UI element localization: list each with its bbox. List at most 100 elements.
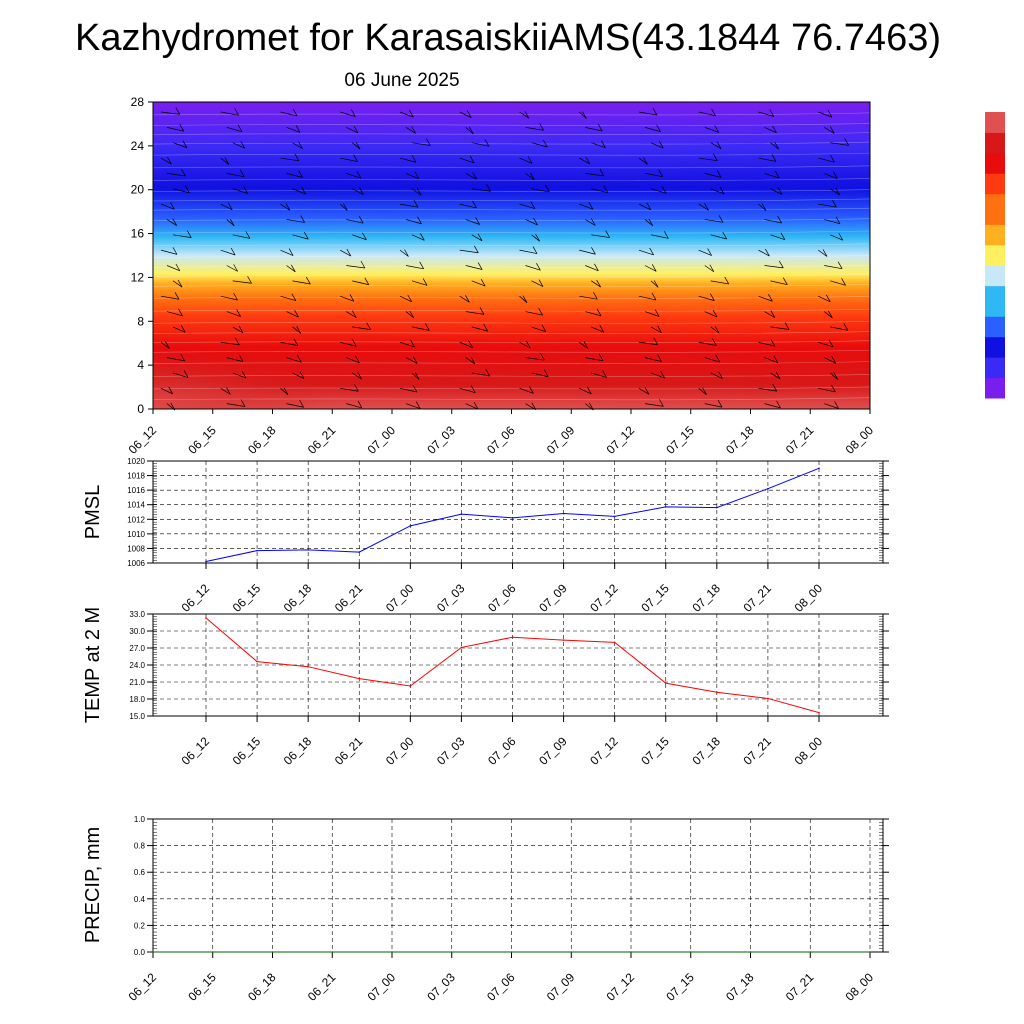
wind-barb-flag xyxy=(596,308,602,317)
wind-barb xyxy=(638,111,658,116)
colorbar-segment xyxy=(985,193,1005,205)
wind-barb xyxy=(824,357,836,364)
wind-barb xyxy=(405,219,422,225)
contour-line xyxy=(152,284,871,287)
wind-barb-flag xyxy=(181,325,186,333)
wind-barb-flag xyxy=(472,200,477,209)
y-tick-label: 1.0 xyxy=(134,815,146,824)
wind-barb-flag xyxy=(473,401,479,410)
wind-barb xyxy=(399,295,412,303)
wind-barb-flag xyxy=(224,157,230,165)
x-tick-label: 06_12 xyxy=(179,734,213,768)
wind-barb xyxy=(471,280,486,287)
colorbar-segment xyxy=(985,265,1005,276)
y-tick-label: 1008 xyxy=(127,544,145,553)
wind-barb xyxy=(220,249,236,256)
wind-barb-flag xyxy=(410,339,415,348)
wind-barb xyxy=(346,265,365,269)
y-tick-label: 0.0 xyxy=(134,948,146,957)
wind-barb-flag xyxy=(770,339,776,347)
wind-barb-flag xyxy=(175,107,181,115)
wind-barb-flag xyxy=(659,399,664,407)
wind-barb xyxy=(519,341,531,349)
y-tick-label: 1016 xyxy=(127,486,145,495)
wind-barb xyxy=(280,341,299,346)
y-tick-label: 21.0 xyxy=(129,678,145,687)
wind-barb xyxy=(818,111,833,118)
wind-barb xyxy=(525,219,538,226)
wind-barb xyxy=(698,341,717,346)
wind-barb xyxy=(644,127,661,133)
temp-data-point xyxy=(664,682,667,684)
wind-barb-flag xyxy=(833,372,839,380)
wind-barb xyxy=(226,127,243,133)
wind-barb xyxy=(704,265,715,273)
wind-barb xyxy=(346,173,361,179)
x-tick-label: 07_06 xyxy=(484,970,518,1004)
wind-barb xyxy=(459,157,475,164)
wind-barb-flag xyxy=(825,294,831,302)
wind-barb-flag xyxy=(778,260,784,269)
wind-barb xyxy=(352,280,369,286)
y-tick-label: 24.0 xyxy=(129,661,145,670)
colorbar-segment xyxy=(985,214,1005,225)
wind-barb-flag xyxy=(542,139,548,148)
wind-barb-flag xyxy=(717,399,723,408)
wind-barb xyxy=(405,265,424,270)
wind-barb-flag xyxy=(761,203,767,211)
wind-barb xyxy=(226,219,235,227)
contour-line xyxy=(152,340,871,344)
wind-barb xyxy=(411,188,422,196)
wind-barb-flag xyxy=(643,157,648,165)
wind-barb xyxy=(638,203,651,211)
wind-barb xyxy=(531,326,546,333)
contour-line xyxy=(152,274,871,277)
wind-barb-flag xyxy=(828,310,833,319)
wind-barb xyxy=(591,234,610,238)
wind-barb xyxy=(232,372,247,379)
wind-barb-flag xyxy=(539,352,545,361)
heatmap-y-tick-label: 8 xyxy=(137,314,144,328)
wind-barb xyxy=(160,341,170,349)
wind-barb-flag xyxy=(486,183,491,192)
wind-barb xyxy=(220,295,238,301)
colorbar-segment xyxy=(985,163,1005,174)
heatmap-y-tick-label: 4 xyxy=(137,358,144,372)
wind-barb xyxy=(286,357,302,363)
heatmap-x-tick-label: 07_21 xyxy=(783,423,817,457)
wind-barb xyxy=(579,111,587,119)
wind-barb-flag xyxy=(411,126,417,134)
wind-barb-flag xyxy=(594,263,599,271)
wind-barb xyxy=(830,372,838,380)
wind-barb xyxy=(704,403,723,408)
wind-barb-flag xyxy=(775,371,781,380)
temp-panel: 15.0 18.0 21.0 24.0 27.0 30.0 33.0 06_12 06_15 06… xyxy=(82,607,889,768)
wind-barb xyxy=(698,111,716,117)
wind-barb-flag xyxy=(841,278,846,286)
heatmap-y-tick-label: 24 xyxy=(131,139,145,153)
wind-barb-flag xyxy=(590,218,596,226)
wind-barb xyxy=(525,311,543,316)
wind-barb xyxy=(519,203,535,209)
wind-barb-flag xyxy=(468,340,473,348)
wind-barb xyxy=(764,127,777,134)
wind-barb xyxy=(471,326,488,332)
wind-barb xyxy=(352,372,362,380)
wind-barb-flag xyxy=(838,233,844,241)
wind-barb xyxy=(471,188,491,192)
wind-barb xyxy=(220,341,240,346)
wind-barb-flag xyxy=(829,126,835,134)
wind-barb xyxy=(280,111,298,117)
x-tick-label: 07_03 xyxy=(424,970,458,1004)
wind-barb xyxy=(340,203,348,211)
wind-barb-flag xyxy=(177,279,183,288)
colorbar-segment xyxy=(985,377,1005,389)
colorbar-segment xyxy=(985,122,1005,133)
pmsl-data-point xyxy=(613,515,616,518)
x-tick-label: 07_18 xyxy=(689,734,723,768)
wind-barb-flag xyxy=(844,138,849,146)
wind-barb xyxy=(644,311,660,317)
wind-barb-flag xyxy=(356,171,362,179)
x-tick-label: 07_12 xyxy=(587,734,621,768)
wind-barb-flag xyxy=(833,171,838,179)
